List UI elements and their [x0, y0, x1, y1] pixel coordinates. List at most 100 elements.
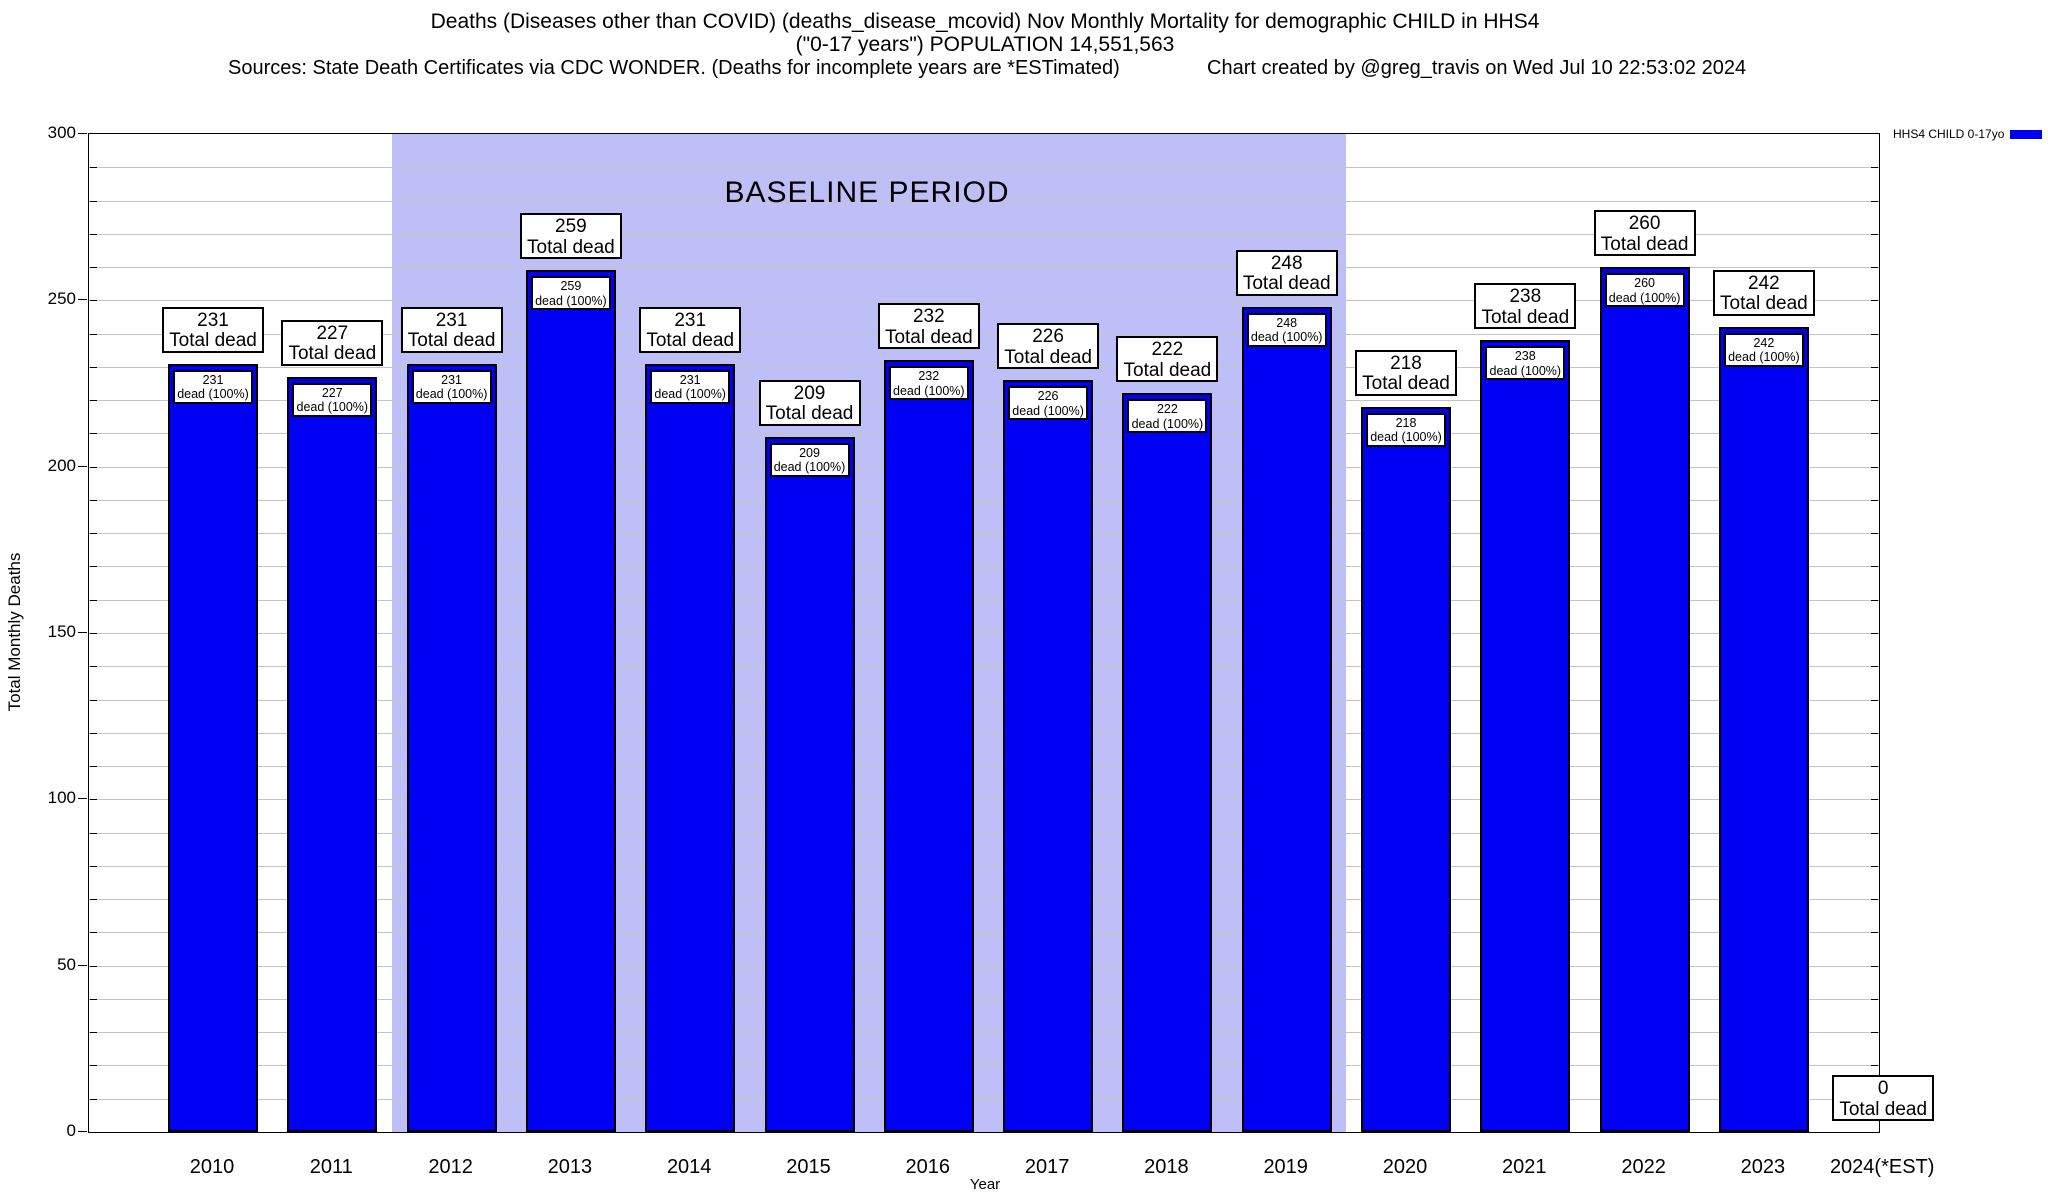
gridline: [89, 533, 1879, 535]
x-tick-label: 2023: [1740, 1156, 1786, 1178]
gridline: [89, 167, 1879, 169]
gridline: [89, 466, 1879, 468]
axis-minor-tick: [1871, 865, 1878, 867]
bar-total-caption: Total dead: [169, 330, 257, 352]
bar-inner-value: 242: [1753, 335, 1775, 350]
axis-minor-tick: [90, 932, 97, 934]
axis-minor-tick: [90, 499, 97, 501]
axis-minor-tick: [90, 533, 97, 535]
x-tick-label: 2013: [547, 1156, 593, 1178]
y-tick-label: 150: [47, 622, 76, 641]
bar-inner-caption: dead (100%): [1370, 430, 1442, 445]
bar-inner-value: 260: [1634, 276, 1656, 291]
bar-total-label: 248 Total dead: [1235, 249, 1338, 296]
axis-minor-tick: [1871, 732, 1878, 734]
bar-inner-value: 231: [202, 372, 224, 387]
x-tick-label: 2014: [666, 1156, 712, 1178]
axis-minor-tick: [90, 732, 97, 734]
bar-total-label: 242 Total dead: [1712, 269, 1815, 316]
bar-total-label: 231 Total dead: [639, 306, 742, 353]
axis-minor-tick: [1871, 400, 1878, 402]
bar-inner-label: 231 dead (100%): [650, 369, 731, 404]
x-tick-label: 2012: [428, 1156, 473, 1178]
gridline: [89, 932, 1879, 934]
bar-inner-value: 238: [1514, 349, 1536, 364]
bar-inner-value: 218: [1395, 415, 1417, 430]
bar-total-label: 209 Total dead: [758, 379, 861, 426]
axis-minor-tick: [90, 766, 97, 768]
bar-total-label: 231 Total dead: [162, 306, 264, 353]
x-tick-label: 2010: [189, 1156, 235, 1178]
gridline: [89, 566, 1879, 568]
bar: [1361, 406, 1451, 1132]
axis-minor-tick: [1871, 433, 1878, 435]
bar-total-value: 248: [1270, 252, 1303, 274]
x-tick-label: 2015: [786, 1156, 831, 1178]
axis-minor-tick: [90, 1065, 97, 1067]
bar-inner-value: 232: [918, 369, 940, 384]
bar: [287, 376, 378, 1132]
bar: [883, 360, 974, 1132]
x-tick-label: 2024(*EST): [1829, 1156, 1935, 1178]
gridline: [89, 666, 1879, 668]
bar-total-value: 238: [1509, 286, 1542, 308]
y-tick-mark: [78, 465, 87, 467]
axis-minor-tick: [90, 433, 97, 435]
axis-minor-tick: [1871, 899, 1878, 901]
axis-minor-tick: [1871, 300, 1878, 302]
axis-minor-tick: [1871, 666, 1878, 668]
bar-total-label: 0 Total dead: [1832, 1075, 1935, 1121]
axis-minor-tick: [90, 566, 97, 568]
axis-minor-tick: [1871, 633, 1878, 634]
gridline: [89, 400, 1879, 402]
axis-minor-tick: [90, 233, 97, 235]
bar: [764, 436, 855, 1132]
bar-inner-label: 232 dead (100%): [888, 366, 969, 401]
axis-minor-tick: [1871, 699, 1878, 701]
bar-total-label: 232 Total dead: [877, 303, 980, 350]
bar-inner-label: 260 dead (100%): [1604, 273, 1685, 308]
bar-total-value: 227: [316, 322, 349, 344]
bar-total-value: 0: [1877, 1078, 1889, 1099]
y-tick-label: 0: [66, 1121, 76, 1140]
bar-inner-value: 209: [799, 445, 820, 460]
gridline: [89, 267, 1879, 269]
gridline: [89, 899, 1879, 901]
bar-total-caption: Total dead: [1242, 273, 1331, 295]
bar-total-caption: Total dead: [1004, 346, 1092, 368]
axis-minor-tick: [90, 400, 97, 402]
axis-minor-tick: [90, 333, 97, 335]
bar-total-value: 231: [197, 309, 229, 331]
axis-minor-tick: [1871, 333, 1878, 335]
axis-minor-tick: [1871, 832, 1878, 834]
gridline: [89, 699, 1879, 701]
y-tick-mark: [78, 632, 87, 633]
bar-total-caption: Total dead: [1600, 233, 1689, 255]
bar-total-caption: Total dead: [1720, 293, 1808, 315]
axis-minor-tick: [1871, 965, 1878, 967]
y-tick-mark: [78, 964, 87, 966]
bar-inner-value: 231: [679, 372, 701, 387]
axis-minor-tick: [90, 466, 97, 468]
bar-inner-label: 209 dead (100%): [769, 442, 850, 477]
x-axis-title: Year: [969, 1176, 1001, 1193]
bar-total-value: 260: [1628, 213, 1661, 235]
gridline: [89, 732, 1879, 734]
gridline: [89, 832, 1879, 834]
y-tick-label: 300: [47, 123, 76, 142]
bar: [1718, 326, 1809, 1132]
plot-area: 231 dead (100%) 231 Total dead 227 dead (100%…: [88, 133, 1935, 1133]
axis-minor-tick: [90, 599, 97, 601]
gridline: [89, 599, 1879, 601]
axis-minor-tick: [90, 1098, 97, 1100]
gridline: [89, 300, 1879, 302]
axis-minor-tick: [1871, 533, 1878, 535]
bar-total-label: 260 Total dead: [1593, 210, 1696, 257]
bar-total-value: 232: [912, 306, 945, 328]
bar-total-caption: Total dead: [527, 236, 615, 258]
x-tick-label: 2021: [1502, 1156, 1547, 1178]
bar-total-label: 222 Total dead: [1116, 336, 1219, 383]
axis-minor-tick: [1871, 466, 1878, 468]
axis-minor-tick: [90, 899, 97, 901]
x-tick-label: 2022: [1621, 1156, 1666, 1178]
